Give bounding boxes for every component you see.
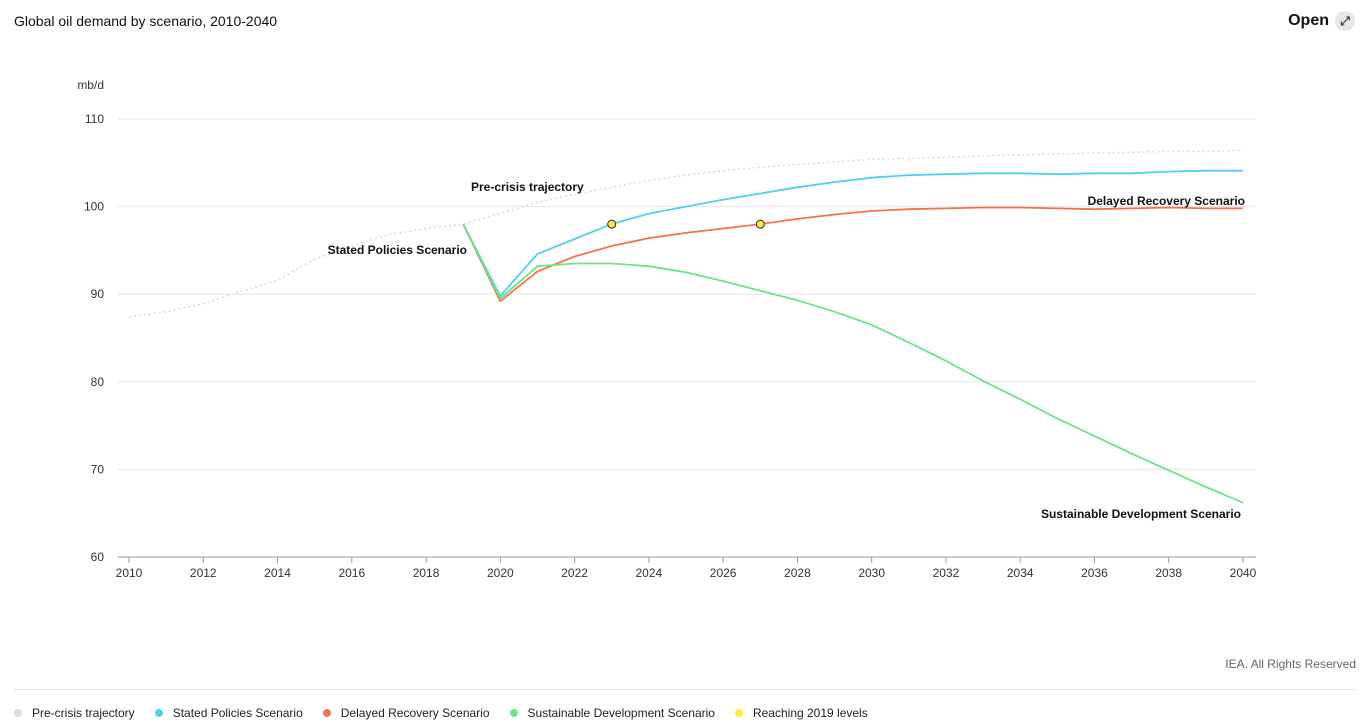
x-tick-label: 2014 xyxy=(264,566,291,580)
legend-divider xyxy=(14,689,1356,690)
legend-dot-icon xyxy=(509,709,518,717)
legend-dot-icon xyxy=(322,709,331,717)
marker-reaching-2019-levels[interactable] xyxy=(607,219,617,229)
legend: Pre-crisis trajectory Stated Policies Sce… xyxy=(14,706,888,720)
legend-item-delayed-recovery-scenario[interactable]: Delayed Recovery Scenario xyxy=(322,706,490,720)
series-label-stated-policies-scenario: Stated Policies Scenario xyxy=(328,243,467,257)
chart-title: Global oil demand by scenario, 2010-2040 xyxy=(14,13,278,29)
series-label-delayed-recovery-scenario: Delayed Recovery Scenario xyxy=(1088,194,1245,208)
x-tick-label: 2018 xyxy=(413,566,440,580)
legend-label: Delayed Recovery Scenario xyxy=(340,706,490,720)
y-tick-label: 110 xyxy=(85,112,104,126)
y-tick-label: 80 xyxy=(91,375,105,389)
line-chart: 60 70 80 90 100 110 mb/d 2010 2012 2014 2016 2018 20… xyxy=(77,78,1256,580)
x-tick-label: 2034 xyxy=(1007,566,1034,580)
legend-item-pre-crisis-trajectory[interactable]: Pre-crisis trajectory xyxy=(14,706,135,720)
x-tick-label: 2016 xyxy=(338,566,365,580)
legend-item-sustainable-development-scenario[interactable]: Sustainable Development Scenario xyxy=(509,706,715,720)
y-axis-unit: mb/d xyxy=(77,78,104,92)
marker-reaching-2019-levels[interactable] xyxy=(755,219,765,229)
series-labels: Pre-crisis trajectory Stated Policies Sce… xyxy=(328,180,1245,521)
legend-dot-icon xyxy=(14,709,22,717)
copyright-text: IEA. All Rights Reserved xyxy=(1225,657,1356,671)
y-tick-label: 60 xyxy=(91,550,105,564)
series-line-sustainable-development-scenario[interactable] xyxy=(462,223,1244,504)
series-line-stated-policies-scenario[interactable] xyxy=(462,169,1243,297)
x-tick-label: 2030 xyxy=(858,566,885,580)
grid-lines xyxy=(118,118,1256,558)
legend-dot-icon xyxy=(154,709,163,717)
series-lines xyxy=(128,149,1244,504)
series-label-pre-crisis-trajectory: Pre-crisis trajectory xyxy=(471,180,584,194)
x-tick-label: 2026 xyxy=(710,566,737,580)
legend-label: Reaching 2019 levels xyxy=(752,706,868,720)
legend-item-stated-policies-scenario[interactable]: Stated Policies Scenario xyxy=(154,706,303,720)
x-tick-label: 2040 xyxy=(1230,566,1257,580)
expand-icon: ⤢ xyxy=(1335,11,1355,31)
series-line-pre-crisis-trajectory[interactable] xyxy=(128,149,1244,318)
x-tick-label: 2012 xyxy=(190,566,217,580)
x-tick-label: 2020 xyxy=(487,566,514,580)
x-tick-label: 2028 xyxy=(784,566,811,580)
legend-label: Stated Policies Scenario xyxy=(172,706,303,720)
markers xyxy=(607,219,765,229)
series-label-sustainable-development-scenario: Sustainable Development Scenario xyxy=(1041,507,1241,521)
y-tick-label: 100 xyxy=(84,200,104,214)
series-line-delayed-recovery-scenario[interactable] xyxy=(462,206,1243,303)
legend-item-reaching-2019-levels[interactable]: Reaching 2019 levels xyxy=(734,706,868,720)
open-label: Open xyxy=(1288,12,1329,29)
x-tick-label: 2032 xyxy=(933,566,960,580)
legend-label: Pre-crisis trajectory xyxy=(32,706,135,720)
x-tick-label: 2038 xyxy=(1155,566,1182,580)
axes: 60 70 80 90 100 110 mb/d 2010 2012 2014 2016 2018 20… xyxy=(77,78,1256,580)
y-tick-label: 70 xyxy=(91,462,105,476)
open-button[interactable]: Open ⤢ xyxy=(1288,11,1355,31)
x-tick-label: 2010 xyxy=(116,566,143,580)
x-tick-label: 2022 xyxy=(561,566,588,580)
x-tick-label: 2024 xyxy=(636,566,663,580)
y-tick-label: 90 xyxy=(91,287,105,301)
x-tick-label: 2036 xyxy=(1081,566,1108,580)
legend-dot-icon xyxy=(734,709,743,717)
legend-label: Sustainable Development Scenario xyxy=(527,706,715,720)
